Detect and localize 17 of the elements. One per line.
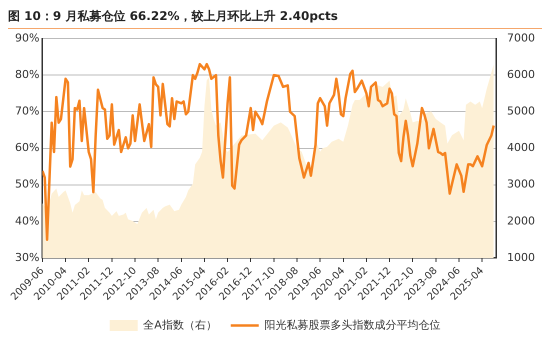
y-tick-label: 90% <box>14 31 40 44</box>
y2-tick-label: 3000 <box>507 178 536 191</box>
chart-title: 图 10：9 月私募仓位 66.22%，较上月环比上升 2.40pcts <box>8 8 542 29</box>
y2-tick-label: 6000 <box>507 68 536 82</box>
legend-label: 阳光私募股票多头指数成分平均仓位 <box>264 318 440 332</box>
y-tick-label: 30% <box>14 250 40 264</box>
y2-tick-label: 2000 <box>507 214 536 228</box>
y-tick-label: 50% <box>14 178 40 191</box>
y-tick-label: 60% <box>14 141 40 154</box>
y2-tick-label: 7000 <box>507 31 536 44</box>
legend-label: 全A指数（右） <box>143 318 217 332</box>
y2-tick-label: 4000 <box>507 141 536 154</box>
y-tick-label: 40% <box>14 214 40 228</box>
y2-tick-label: 5000 <box>507 104 536 118</box>
y-tick-label: 70% <box>14 104 40 118</box>
y-tick-label: 80% <box>14 68 40 82</box>
y2-tick-label: 1000 <box>507 250 536 264</box>
